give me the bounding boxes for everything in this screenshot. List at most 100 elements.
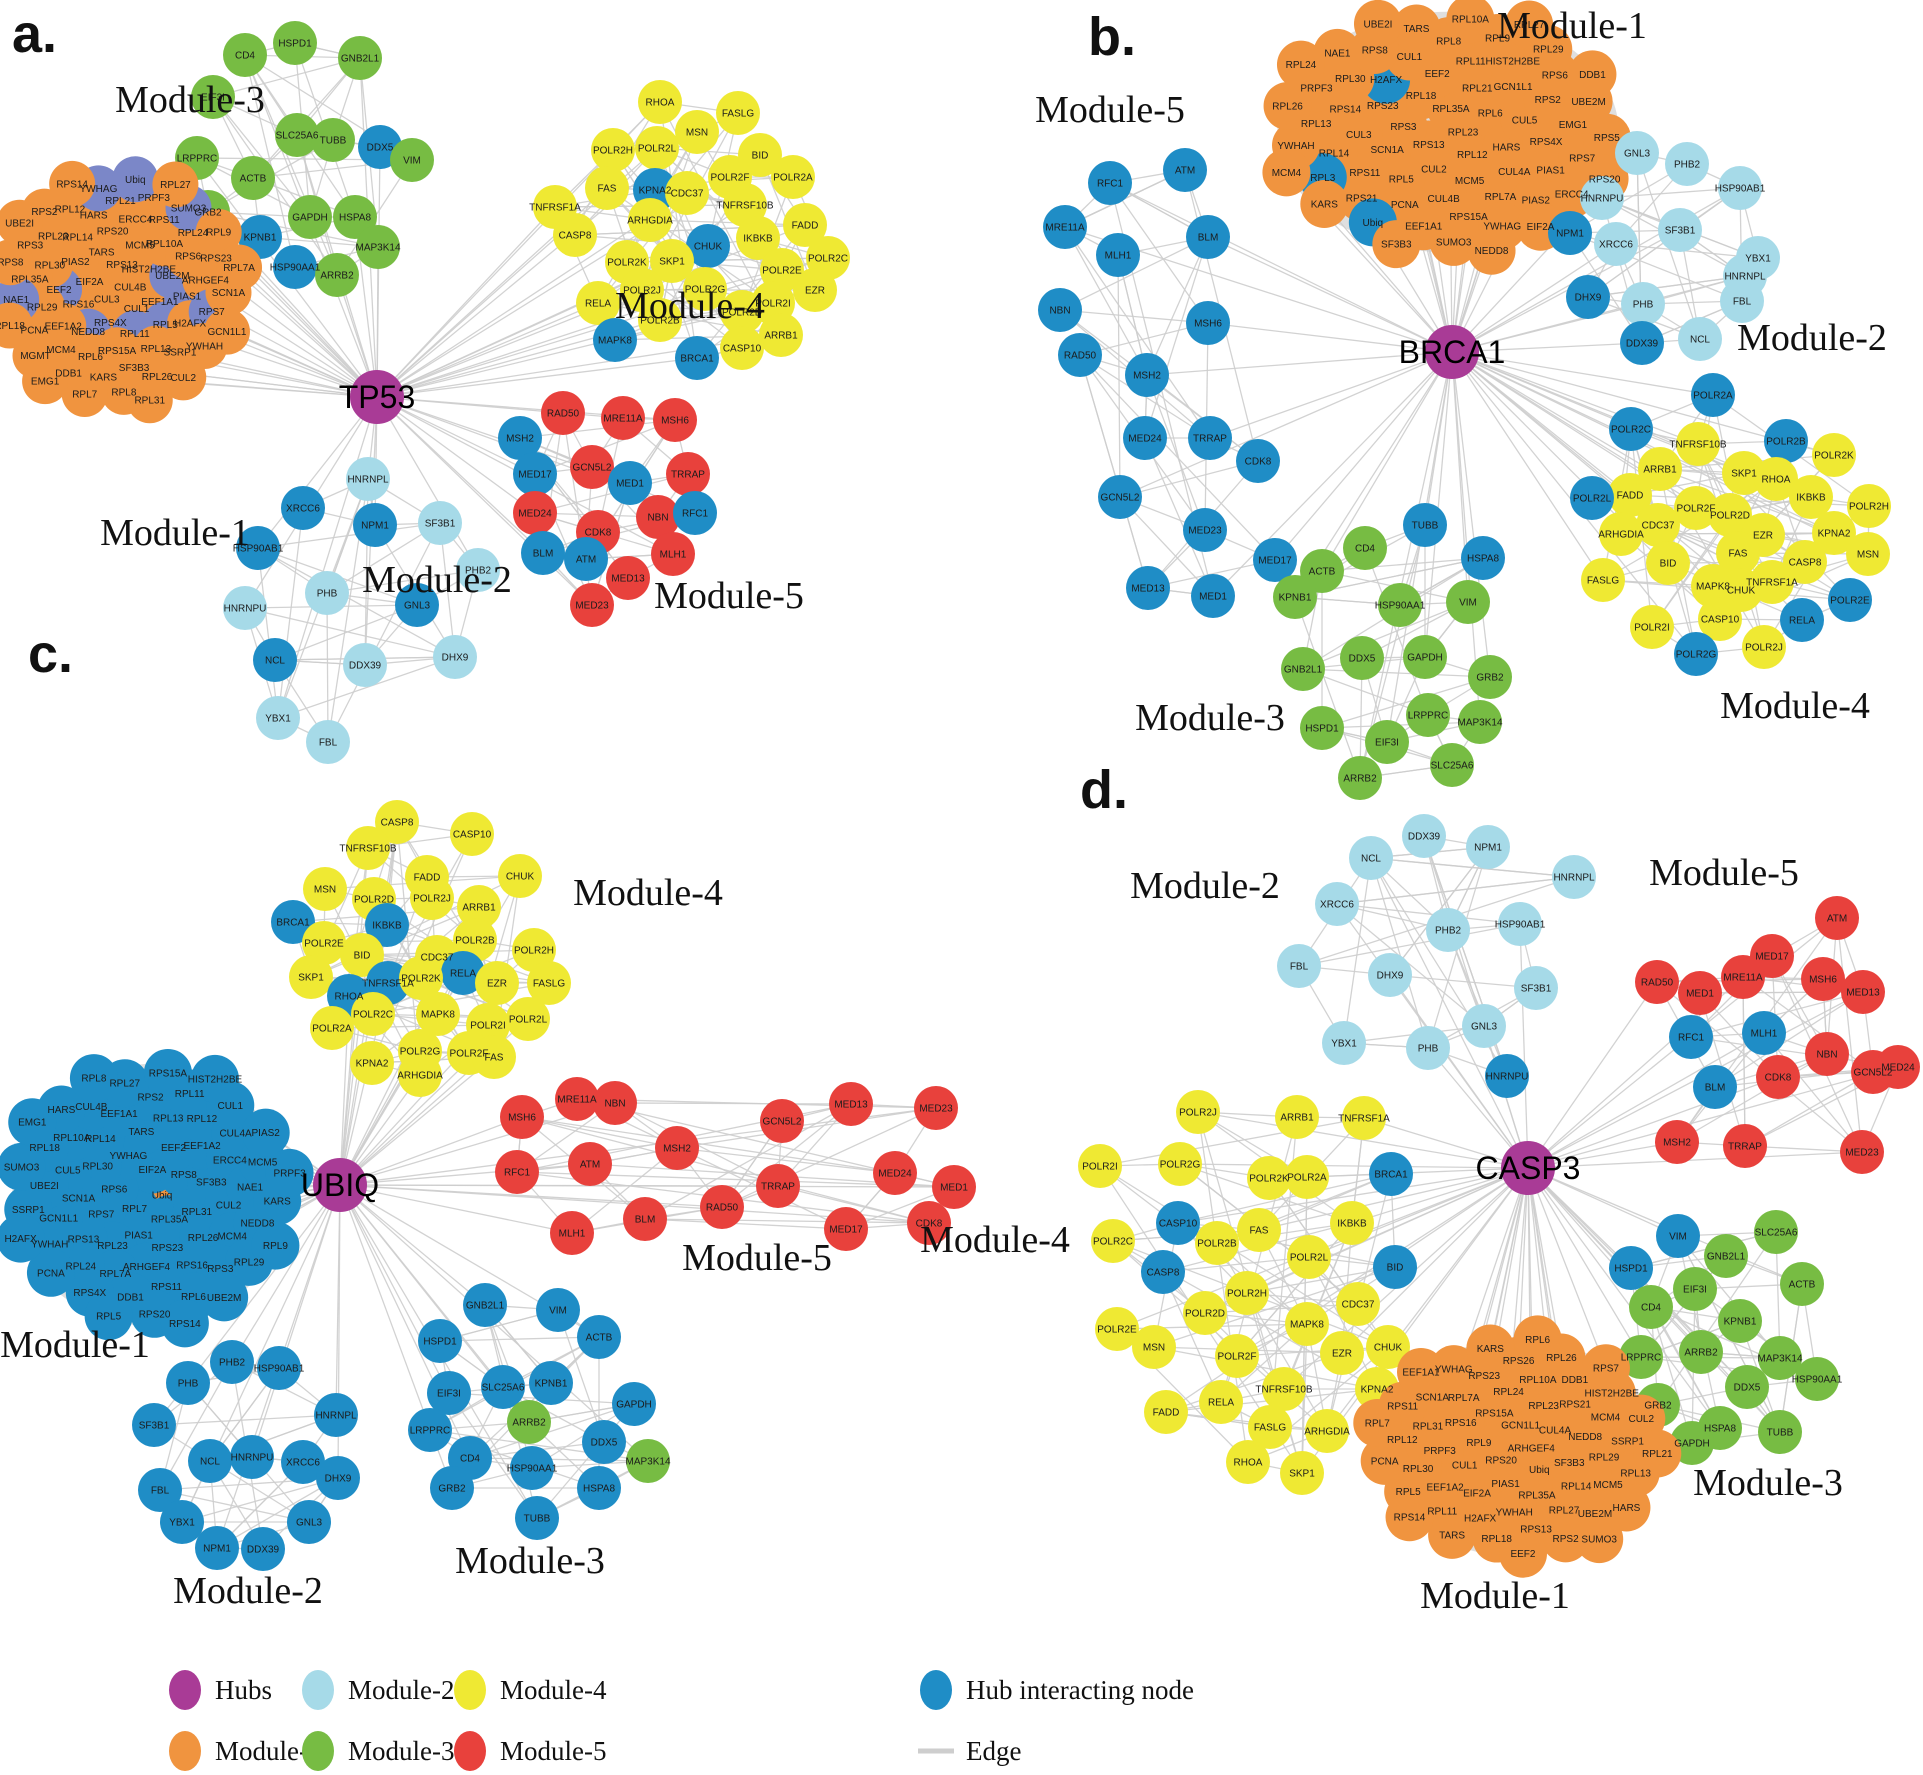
edge bbox=[1165, 1411, 1328, 1432]
node-RAD50 bbox=[541, 391, 585, 435]
node-label: CUL4B bbox=[114, 283, 147, 294]
node-RELA bbox=[441, 951, 485, 995]
node-label: RPS11 bbox=[149, 215, 180, 226]
node-label: POLR2D bbox=[354, 895, 394, 906]
edge bbox=[1177, 1167, 1529, 1224]
node-HSPA8 bbox=[333, 195, 377, 239]
panel-letter: c. bbox=[28, 624, 73, 684]
node-label: HARS bbox=[1613, 1503, 1641, 1514]
edge bbox=[1451, 351, 1714, 396]
node-label: XRCC6 bbox=[286, 504, 320, 515]
edge bbox=[1363, 1117, 1529, 1169]
node-label: H2AFX bbox=[4, 1234, 37, 1245]
node-label: RPL18 bbox=[0, 321, 25, 332]
edge bbox=[216, 1477, 339, 1549]
hub-node-TP53 bbox=[350, 370, 404, 424]
node-POLR2L bbox=[1287, 1235, 1331, 1279]
node-label: MAPK8 bbox=[1290, 1320, 1324, 1331]
edge bbox=[439, 522, 456, 658]
node-EMG1 bbox=[22, 358, 69, 405]
node-label: RPS16 bbox=[1445, 1418, 1477, 1429]
edge bbox=[1742, 976, 1746, 1147]
node-label: IKBKB bbox=[372, 921, 402, 932]
node-label: POLR2H bbox=[1849, 502, 1889, 513]
node-label: RPL18 bbox=[1406, 91, 1437, 102]
node-KPNB1 bbox=[1718, 1299, 1762, 1343]
node-label: HSP90AB1 bbox=[233, 544, 284, 555]
edge bbox=[534, 419, 676, 475]
node-label: RPS26 bbox=[1503, 1356, 1535, 1367]
node-label: YBX1 bbox=[1745, 254, 1771, 265]
node-label: EMG1 bbox=[1559, 120, 1588, 131]
node-label: SF3B1 bbox=[139, 1421, 170, 1432]
node-label: RPS4X bbox=[94, 318, 127, 329]
node-MED23 bbox=[914, 1086, 958, 1130]
node-label: SCN1A bbox=[1371, 145, 1405, 156]
node-HSPD1 bbox=[1609, 1246, 1653, 1290]
node-label: TRRAP bbox=[1193, 434, 1227, 445]
node-label: RPS8 bbox=[171, 1170, 198, 1181]
node-EIF3I bbox=[191, 75, 235, 119]
node-label: POLR2F bbox=[450, 1049, 489, 1060]
edge bbox=[1650, 1306, 1693, 1444]
edge bbox=[274, 604, 418, 661]
edge bbox=[1451, 342, 1643, 353]
node-label: MLH1 bbox=[1751, 1029, 1778, 1040]
cluster-module-1-b bbox=[1262, 0, 1631, 275]
cluster-module-5-a bbox=[498, 391, 717, 627]
edge bbox=[339, 1184, 486, 1306]
node-RAD50 bbox=[1635, 960, 1679, 1004]
node-CASP10 bbox=[450, 812, 494, 856]
node-ARRB2 bbox=[315, 253, 359, 297]
node-label: RPL35A bbox=[151, 1215, 189, 1226]
node-label: NPM1 bbox=[361, 521, 389, 532]
node-label: FBL bbox=[319, 738, 338, 749]
legend-swatch-hub bbox=[169, 1670, 201, 1710]
node-label: RPL23 bbox=[1448, 128, 1479, 139]
node-label: SUMO3 bbox=[4, 1162, 40, 1173]
legend-label-edge: Edge bbox=[966, 1736, 1021, 1766]
node-label: FAS bbox=[485, 1053, 504, 1064]
node-label: POLR2J bbox=[1179, 1108, 1217, 1119]
node-label: RPS8 bbox=[0, 258, 24, 269]
edge bbox=[1744, 1071, 1874, 1147]
edge bbox=[1690, 991, 1864, 1038]
node-BRCA1 bbox=[675, 336, 719, 380]
node-label: SF3B1 bbox=[1521, 984, 1552, 995]
node-label: RPL5 bbox=[1396, 1487, 1421, 1498]
node-label: RPL24 bbox=[178, 228, 209, 239]
node-label: CUL4A bbox=[1498, 167, 1531, 178]
node-RELA bbox=[1199, 1380, 1243, 1424]
edge bbox=[1212, 351, 1453, 597]
node-label: PRPF3 bbox=[1300, 84, 1333, 95]
node-label: IKBKB bbox=[1796, 493, 1826, 504]
node-MED23 bbox=[570, 583, 614, 627]
edge bbox=[1306, 1167, 1529, 1178]
edge bbox=[1527, 1066, 1899, 1169]
node-label: MRE11A bbox=[557, 1095, 597, 1106]
hub-node-CASP3 bbox=[1501, 1141, 1555, 1195]
node-label: MED13 bbox=[611, 574, 645, 585]
node-label: MSH2 bbox=[1663, 1138, 1691, 1149]
edge bbox=[1119, 460, 1259, 498]
node-MRE11A bbox=[555, 1077, 599, 1121]
legend-swatch-m1 bbox=[169, 1731, 201, 1771]
node-VIM bbox=[1656, 1214, 1700, 1258]
node-label: EEF1A2 bbox=[1426, 1483, 1464, 1494]
node-SF3B3 bbox=[1372, 220, 1421, 269]
node-UBE2I bbox=[1353, 0, 1402, 48]
node-label: MCM4 bbox=[1591, 1412, 1621, 1423]
hub-label: TP53 bbox=[339, 379, 415, 415]
node-BID bbox=[340, 933, 384, 977]
node-MAP3K14 bbox=[356, 225, 400, 269]
node-label: ARRB1 bbox=[764, 331, 798, 342]
node-label: CASP8 bbox=[559, 231, 592, 242]
node-NCL bbox=[188, 1439, 232, 1483]
node-label: RPS7 bbox=[199, 307, 226, 318]
node-label: NCL bbox=[1361, 854, 1381, 865]
edge bbox=[277, 656, 456, 719]
node-RPL24 bbox=[1276, 40, 1325, 89]
node-label: RPS14 bbox=[169, 1319, 201, 1330]
node-label: MED1 bbox=[1686, 989, 1714, 1000]
